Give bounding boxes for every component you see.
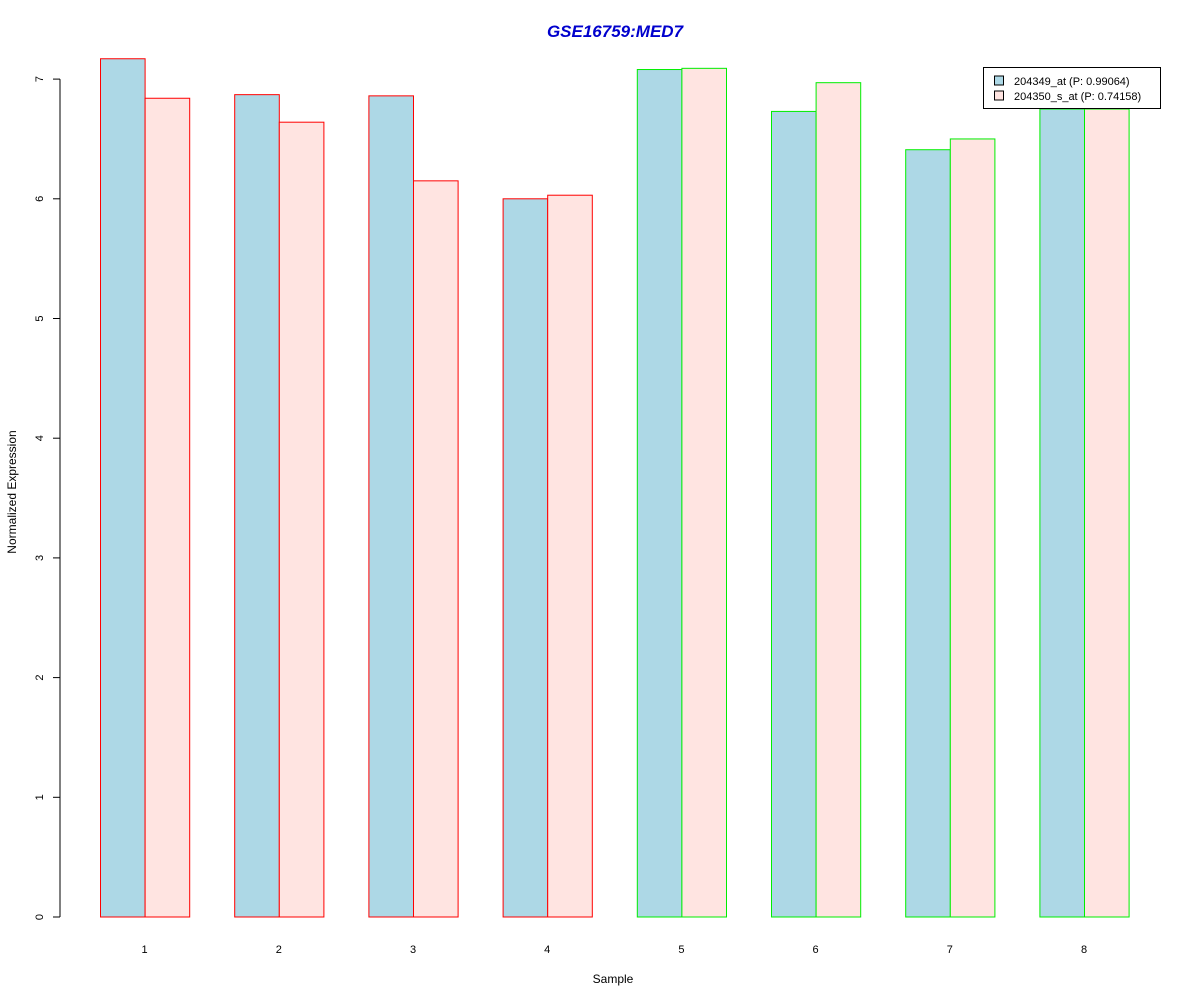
bar-sample-3-series-2	[413, 180, 459, 918]
bar-sample-4-series-2	[547, 194, 593, 918]
x-tick-label: 5	[678, 944, 684, 956]
legend-label: 204349_at (P: 0.99064)	[1014, 76, 1130, 88]
bar-sample-2-series-2	[278, 121, 325, 918]
legend-swatch	[994, 90, 1004, 101]
x-axis-label: Sample	[593, 972, 634, 986]
bar-sample-1-series-1	[100, 58, 146, 918]
chart-title: GSE16759:MED7	[547, 22, 685, 41]
bar-sample-8-series-1	[1039, 108, 1086, 918]
y-tick-label: 2	[34, 675, 46, 681]
bar-sample-1-series-2	[144, 97, 191, 918]
legend-swatch	[994, 75, 1004, 86]
bar-sample-8-series-2	[1084, 108, 1130, 918]
x-tick-label: 7	[947, 944, 953, 956]
legend-box	[983, 67, 1161, 109]
y-axis-label: Normalized Expression	[5, 430, 19, 553]
bar-sample-5-series-2	[681, 67, 728, 918]
bar-sample-6-series-2	[815, 82, 862, 918]
y-tick-label: 6	[34, 196, 46, 202]
bar-sample-2-series-1	[234, 94, 280, 918]
y-tick-label: 5	[34, 315, 46, 321]
bar-sample-6-series-1	[771, 110, 817, 918]
legend: 204349_at (P: 0.99064) 204350_s_at (P: 0.…	[983, 67, 1161, 109]
bar-sample-4-series-1	[502, 198, 549, 918]
y-tick-label: 3	[34, 555, 46, 561]
x-tick-label: 3	[410, 944, 416, 956]
x-axis: 1 2 3 4 5 6 7 8	[142, 944, 1088, 956]
bar-sample-3-series-1	[368, 95, 414, 918]
x-tick-label: 2	[276, 944, 282, 956]
bar-sample-7-series-1	[905, 149, 951, 918]
legend-label: 204350_s_at (P: 0.74158)	[1014, 91, 1141, 103]
bar-sample-7-series-2	[949, 138, 996, 918]
x-tick-label: 8	[1081, 944, 1087, 956]
x-tick-label: 4	[544, 944, 550, 956]
bar-sample-5-series-1	[636, 69, 683, 918]
y-tick-label: 4	[34, 435, 46, 441]
x-tick-label: 1	[142, 944, 148, 956]
y-tick-label: 0	[34, 914, 46, 920]
x-tick-label: 6	[813, 944, 819, 956]
y-tick-label: 7	[34, 76, 46, 82]
y-axis: 0 1 2 3 4 5 6 7	[34, 76, 61, 920]
y-tick-label: 1	[34, 794, 46, 800]
bars-group	[100, 58, 1130, 918]
